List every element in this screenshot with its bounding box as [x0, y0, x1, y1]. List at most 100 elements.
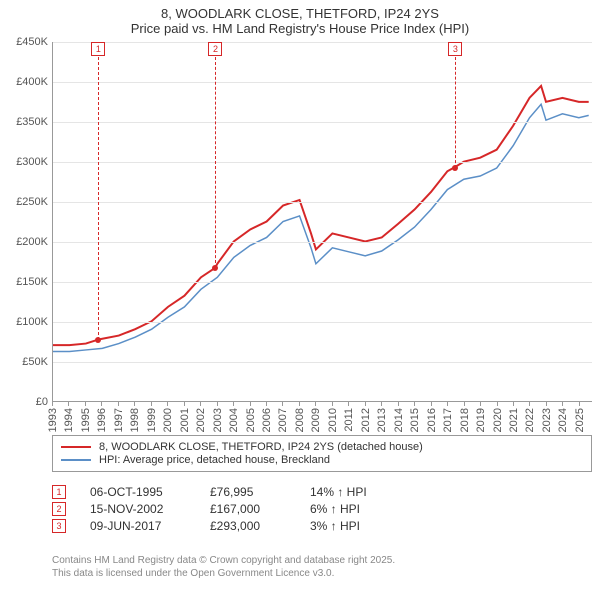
annotation-box: 2	[208, 42, 222, 56]
legend-label: 8, WOODLARK CLOSE, THETFORD, IP24 2YS (d…	[99, 441, 423, 453]
x-axis-label: 1997	[113, 408, 125, 432]
x-axis-label: 2003	[212, 408, 224, 432]
event-pct: 3% ↑ HPI	[310, 519, 390, 533]
x-tick	[266, 402, 267, 406]
event-pct: 14% ↑ HPI	[310, 485, 390, 499]
x-tick	[513, 402, 514, 406]
x-tick	[381, 402, 382, 406]
x-tick	[414, 402, 415, 406]
event-row: 106-OCT-1995£76,99514% ↑ HPI	[52, 485, 592, 499]
gridline	[53, 362, 592, 363]
x-axis-label: 1994	[63, 408, 75, 432]
series-svg	[53, 42, 592, 401]
gridline	[53, 242, 592, 243]
annotation-box: 3	[448, 42, 462, 56]
x-tick	[562, 402, 563, 406]
event-box: 1	[52, 485, 66, 499]
annotation-dash	[455, 57, 456, 168]
event-price: £293,000	[210, 519, 310, 533]
x-tick	[217, 402, 218, 406]
x-tick	[332, 402, 333, 406]
event-date: 09-JUN-2017	[90, 519, 210, 533]
x-axis-label: 2000	[162, 408, 174, 432]
x-axis-label: 2022	[524, 408, 536, 432]
x-tick	[579, 402, 580, 406]
event-date: 06-OCT-1995	[90, 485, 210, 499]
x-tick	[184, 402, 185, 406]
chart-area: 123 £0£50K£100K£150K£200K£250K£300K£350K…	[0, 42, 600, 432]
event-price: £167,000	[210, 502, 310, 516]
x-axis-label: 2002	[195, 408, 207, 432]
x-axis-label: 2013	[376, 408, 388, 432]
x-tick	[299, 402, 300, 406]
footnote-line1: Contains HM Land Registry data © Crown c…	[52, 554, 395, 567]
event-row: 2 15-NOV-2002£167,0006% ↑ HPI	[52, 502, 592, 516]
legend-label: HPI: Average price, detached house, Brec…	[99, 454, 330, 466]
title-line2: Price paid vs. HM Land Registry's House …	[0, 21, 600, 36]
x-tick	[464, 402, 465, 406]
y-axis-label: £0	[36, 396, 48, 408]
title-line1: 8, WOODLARK CLOSE, THETFORD, IP24 2YS	[0, 6, 600, 21]
gridline	[53, 282, 592, 283]
series-line	[53, 104, 589, 351]
y-axis-label: £150K	[16, 276, 48, 288]
event-pct: 6% ↑ HPI	[310, 502, 390, 516]
x-axis-label: 1996	[96, 408, 108, 432]
annotation-marker	[212, 265, 218, 271]
gridline	[53, 82, 592, 83]
gridline	[53, 202, 592, 203]
x-tick	[167, 402, 168, 406]
legend-swatch	[61, 459, 91, 461]
y-axis-label: £100K	[16, 316, 48, 328]
annotation-dash	[98, 57, 99, 340]
event-date: 15-NOV-2002	[90, 502, 210, 516]
gridline	[53, 162, 592, 163]
chart-title-block: 8, WOODLARK CLOSE, THETFORD, IP24 2YS Pr…	[0, 0, 600, 38]
x-tick	[348, 402, 349, 406]
x-tick	[233, 402, 234, 406]
x-tick	[101, 402, 102, 406]
x-tick	[134, 402, 135, 406]
gridline	[53, 122, 592, 123]
gridline	[53, 322, 592, 323]
x-axis-label: 2024	[557, 408, 569, 432]
legend-box: 8, WOODLARK CLOSE, THETFORD, IP24 2YS (d…	[52, 435, 592, 472]
x-axis-label: 2018	[459, 408, 471, 432]
x-tick	[447, 402, 448, 406]
x-axis-label: 2025	[574, 408, 586, 432]
annotation-dash	[215, 57, 216, 268]
y-axis-label: £200K	[16, 236, 48, 248]
x-axis-label: 2015	[409, 408, 421, 432]
events-table: 106-OCT-1995£76,99514% ↑ HPI215-NOV-2002…	[52, 482, 592, 536]
x-axis-label: 2010	[327, 408, 339, 432]
x-axis-label: 2009	[310, 408, 322, 432]
x-axis-label: 2023	[541, 408, 553, 432]
x-tick	[118, 402, 119, 406]
x-tick	[315, 402, 316, 406]
x-axis-label: 1995	[80, 408, 92, 432]
x-axis-label: 1999	[146, 408, 158, 432]
x-axis-label: 2008	[294, 408, 306, 432]
x-tick	[365, 402, 366, 406]
x-axis-label: 2005	[245, 408, 257, 432]
y-axis-label: £400K	[16, 76, 48, 88]
x-axis-label: 2019	[475, 408, 487, 432]
event-box: 2	[52, 502, 66, 516]
annotation-marker	[452, 165, 458, 171]
x-tick	[68, 402, 69, 406]
legend-swatch	[61, 446, 91, 448]
event-row: 309-JUN-2017£293,0003% ↑ HPI	[52, 519, 592, 533]
annotation-marker	[95, 337, 101, 343]
x-tick	[480, 402, 481, 406]
plot-area: 123	[52, 42, 592, 402]
x-tick	[529, 402, 530, 406]
y-axis-label: £350K	[16, 116, 48, 128]
x-axis-label: 2014	[393, 408, 405, 432]
legend-row: 8, WOODLARK CLOSE, THETFORD, IP24 2YS (d…	[61, 441, 583, 453]
x-tick	[250, 402, 251, 406]
x-axis-label: 2006	[261, 408, 273, 432]
x-tick	[398, 402, 399, 406]
x-tick	[282, 402, 283, 406]
x-axis-label: 1998	[129, 408, 141, 432]
x-tick	[497, 402, 498, 406]
